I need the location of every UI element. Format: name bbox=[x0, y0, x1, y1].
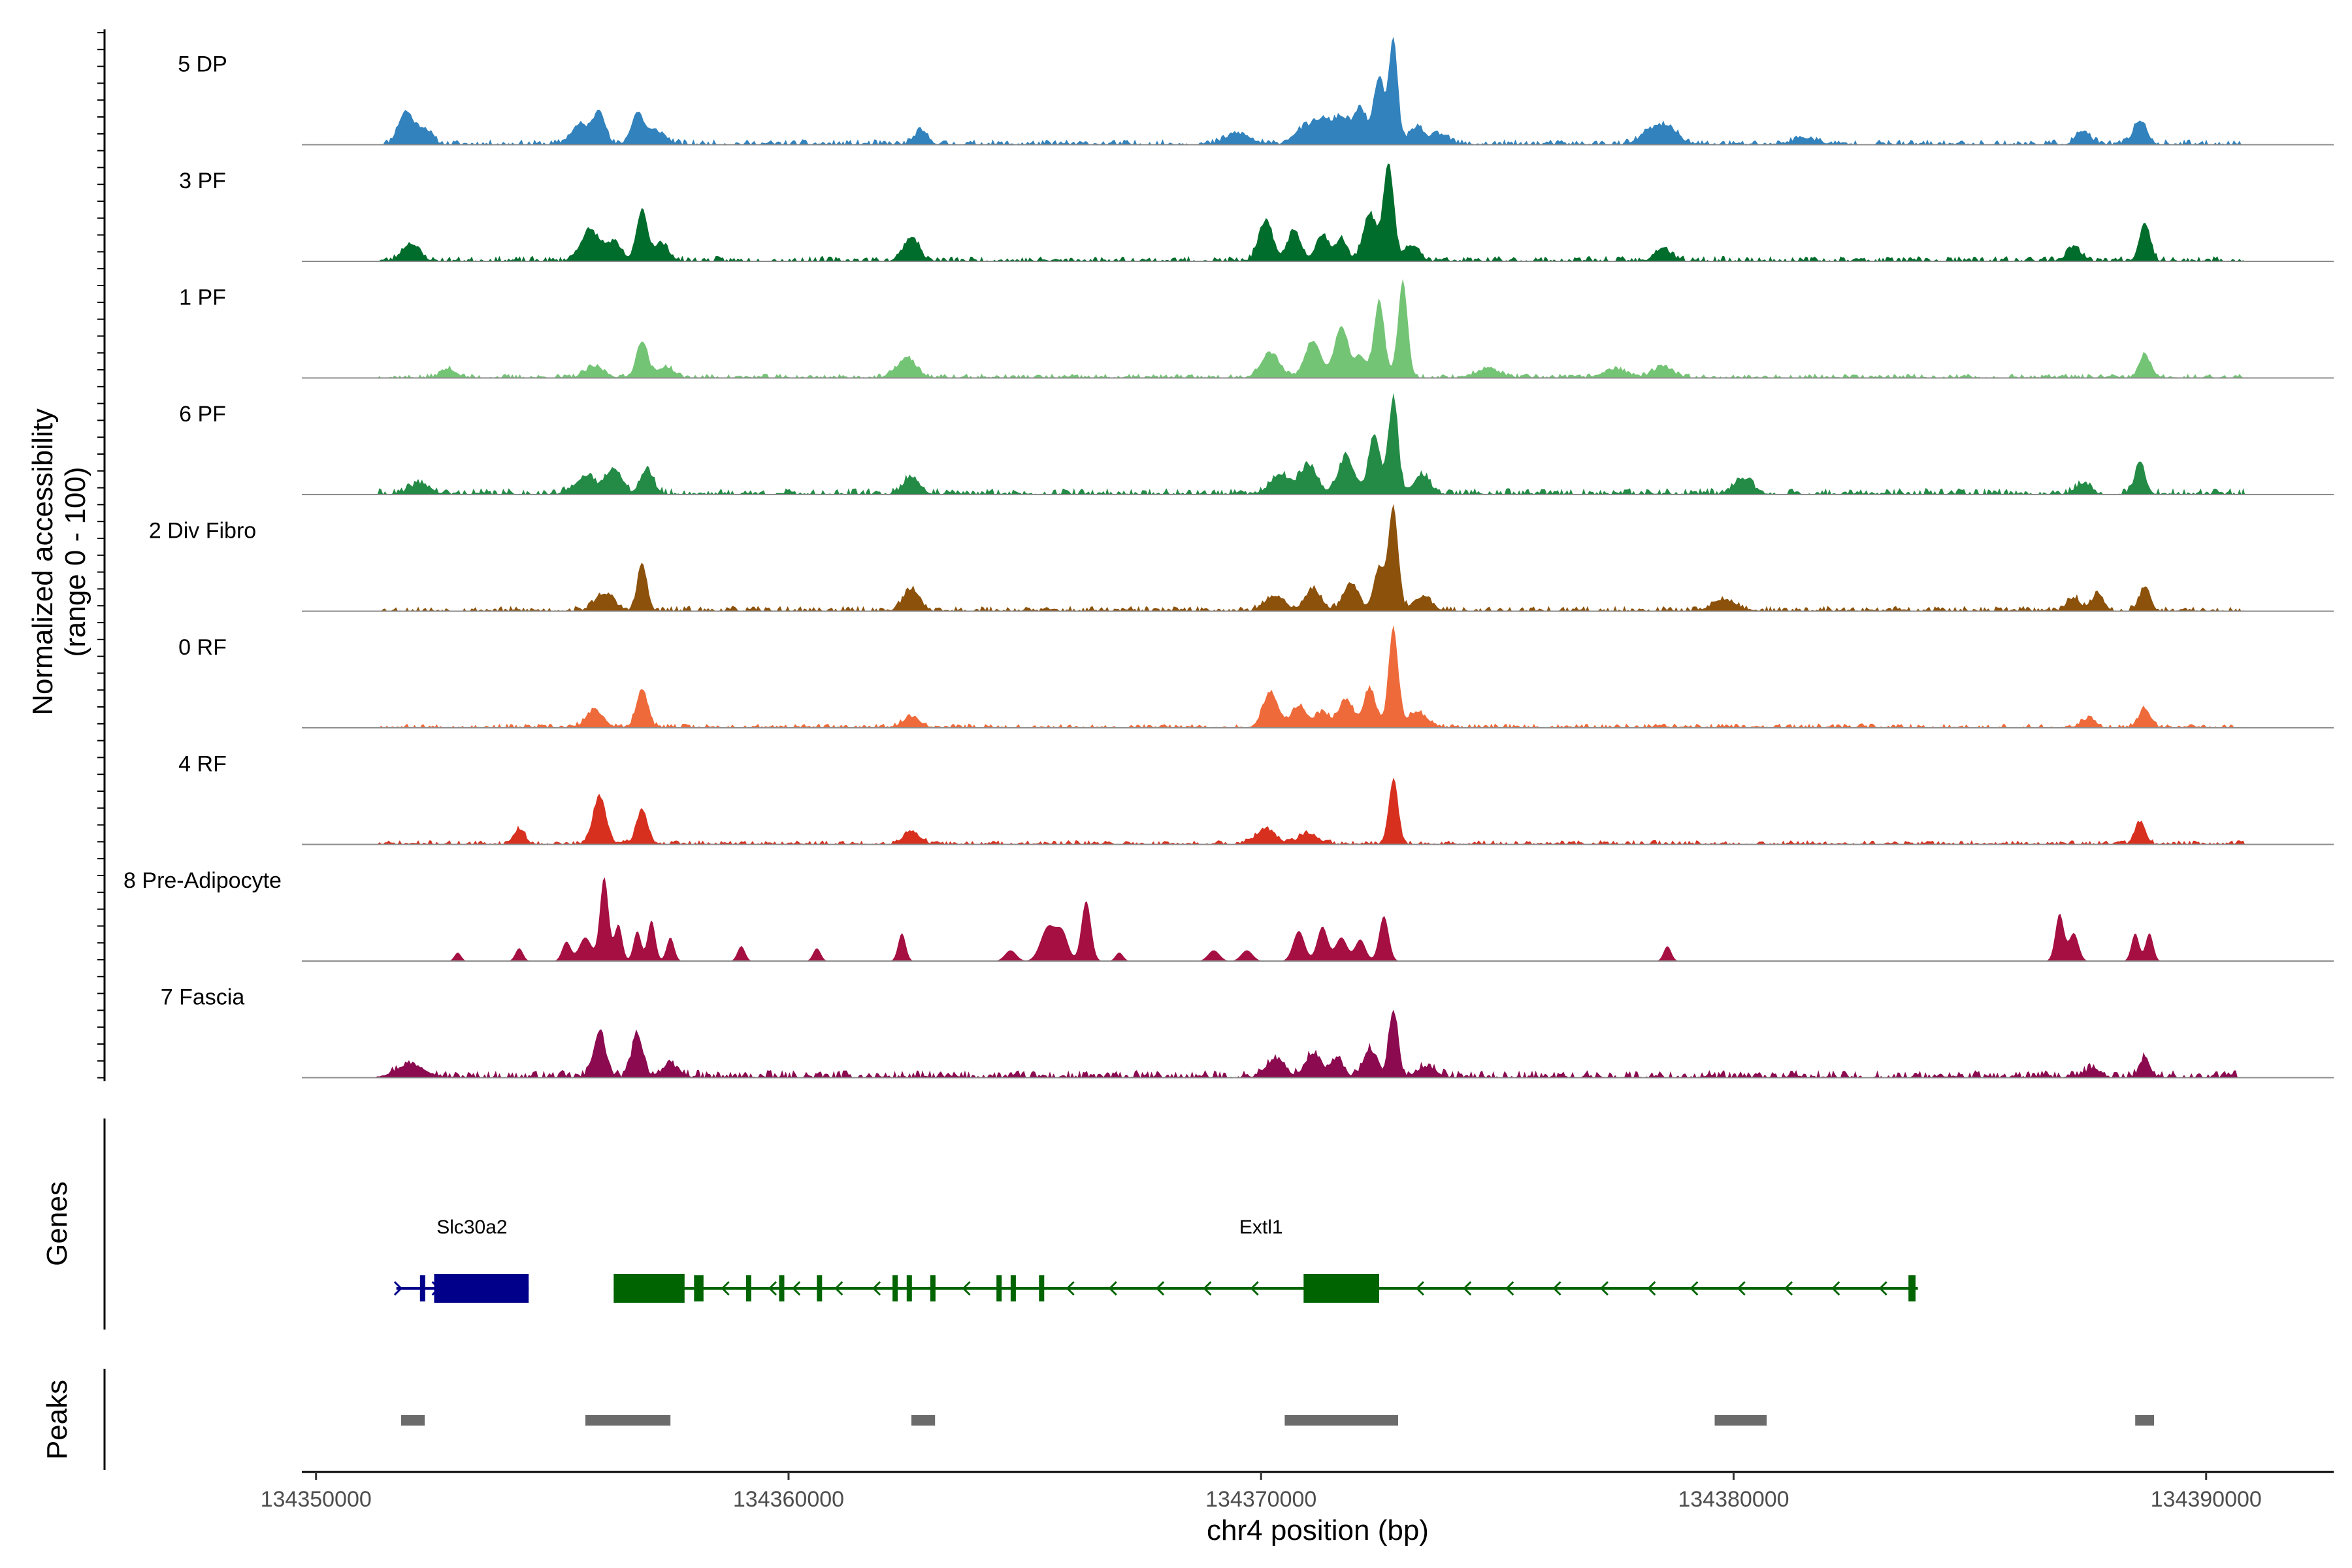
coverage-area bbox=[302, 393, 2334, 495]
gene-exon bbox=[1039, 1275, 1045, 1301]
gene-exon bbox=[1908, 1275, 1916, 1301]
x-tick-label: 134390000 bbox=[2151, 1487, 2262, 1512]
track-3: 1 PF bbox=[179, 279, 2334, 379]
track-label: 3 PF bbox=[179, 169, 226, 193]
strand-arrow bbox=[1831, 1281, 1840, 1296]
track-1: 5 DP bbox=[178, 37, 2334, 146]
track-label: 4 RF bbox=[178, 752, 227, 777]
genes-panel-label: Genes bbox=[41, 1181, 73, 1266]
track-label: 6 PF bbox=[179, 402, 226, 427]
y-axis-title-line1: Normalized accessibility bbox=[27, 408, 59, 715]
x-tick-label: 134380000 bbox=[1678, 1487, 1789, 1512]
track-5: 2 Div Fibro bbox=[149, 504, 2334, 612]
gene-exon bbox=[613, 1274, 685, 1303]
strand-arrow bbox=[1784, 1281, 1793, 1296]
strand-arrow bbox=[872, 1281, 881, 1296]
gene-exon bbox=[906, 1275, 912, 1301]
gene-slc30a2: Slc30a2 bbox=[393, 1217, 529, 1303]
peak-region bbox=[2135, 1415, 2155, 1426]
gene-exon bbox=[1303, 1274, 1379, 1303]
accessibility-y-axis bbox=[97, 29, 106, 1081]
track-label: 8 Pre-Adipocyte bbox=[123, 868, 282, 893]
strand-arrow bbox=[1250, 1281, 1259, 1296]
track-8: 8 Pre-Adipocyte bbox=[123, 868, 2334, 962]
peak-region bbox=[911, 1415, 936, 1426]
strand-arrow bbox=[1505, 1281, 1514, 1296]
gene-exon bbox=[1010, 1275, 1016, 1301]
strand-arrow bbox=[1066, 1281, 1075, 1296]
gene-exon bbox=[419, 1275, 425, 1301]
peak-region bbox=[400, 1415, 425, 1426]
coverage-area bbox=[302, 37, 2334, 145]
x-tick-label: 134370000 bbox=[1205, 1487, 1316, 1512]
strand-arrow bbox=[393, 1281, 403, 1296]
gene-exon bbox=[434, 1274, 529, 1303]
strand-arrow bbox=[1647, 1281, 1656, 1296]
strand-arrow bbox=[1203, 1281, 1212, 1296]
peak-region bbox=[1714, 1415, 1767, 1426]
track-6: 0 RF bbox=[178, 625, 2334, 728]
strand-arrow bbox=[1155, 1281, 1165, 1296]
track-label: 5 DP bbox=[178, 52, 227, 77]
track-4: 6 PF bbox=[179, 393, 2334, 495]
strand-arrow bbox=[834, 1281, 843, 1296]
coverage-area bbox=[302, 163, 2334, 261]
x-axis: 134350000 134360000 134370000 134380000 1343… bbox=[261, 1472, 2262, 1512]
strand-arrow bbox=[962, 1281, 971, 1296]
x-tick-label: 134360000 bbox=[733, 1487, 844, 1512]
strand-arrow bbox=[1108, 1281, 1117, 1296]
strand-arrow bbox=[768, 1281, 777, 1296]
gene-extl1: Extl1 bbox=[613, 1217, 1918, 1303]
peak-regions-track bbox=[400, 1415, 2155, 1426]
gene-exon bbox=[892, 1275, 898, 1301]
strand-arrow bbox=[1415, 1281, 1424, 1296]
coverage-area bbox=[302, 877, 2334, 961]
track-label: 1 PF bbox=[179, 286, 226, 310]
gene-exon bbox=[817, 1275, 823, 1301]
track-label: 0 RF bbox=[178, 635, 227, 660]
strand-arrow bbox=[1552, 1281, 1561, 1296]
gene-exon bbox=[996, 1275, 1002, 1301]
y-axis-title-line2: (range 0 - 100) bbox=[59, 466, 91, 657]
coverage-area bbox=[302, 625, 2334, 728]
strand-arrow bbox=[431, 1281, 440, 1296]
coverage-area bbox=[302, 504, 2334, 612]
x-axis-title: chr4 position (bp) bbox=[1207, 1514, 1429, 1546]
strand-arrow bbox=[792, 1281, 801, 1296]
strand-arrow bbox=[1737, 1281, 1746, 1296]
coverage-area bbox=[302, 279, 2334, 378]
peaks-panel-label: Peaks bbox=[41, 1380, 73, 1460]
track-2: 3 PF bbox=[179, 163, 2334, 262]
track-label: 2 Div Fibro bbox=[149, 519, 256, 544]
gene-label: Extl1 bbox=[1239, 1217, 1283, 1238]
track-label: 7 Fascia bbox=[161, 985, 245, 1010]
gene-exon bbox=[930, 1275, 936, 1301]
strand-arrow bbox=[1463, 1281, 1472, 1296]
coverage-tracks: 5 DP 3 PF 1 PF 6 PF 2 Div Fibro 0 RF 4 RF 8 Pre… bbox=[123, 37, 2334, 1079]
strand-arrow bbox=[1878, 1281, 1887, 1296]
strand-arrow bbox=[1599, 1281, 1609, 1296]
coverage-area bbox=[302, 777, 2334, 845]
peak-region bbox=[1284, 1415, 1398, 1426]
coverage-area bbox=[302, 1009, 2334, 1078]
x-tick-label: 134350000 bbox=[261, 1487, 372, 1512]
track-7: 4 RF bbox=[178, 752, 2334, 845]
gene-annotation-track: Slc30a2 Extl1 bbox=[393, 1217, 1918, 1303]
gene-exon bbox=[745, 1275, 751, 1301]
track-9: 7 Fascia bbox=[161, 985, 2334, 1079]
gene-label: Slc30a2 bbox=[436, 1217, 507, 1238]
gene-exon bbox=[694, 1275, 704, 1301]
peak-region bbox=[585, 1415, 671, 1426]
gene-exon bbox=[779, 1275, 785, 1301]
strand-arrow bbox=[1690, 1281, 1699, 1296]
strand-arrow bbox=[721, 1281, 730, 1296]
